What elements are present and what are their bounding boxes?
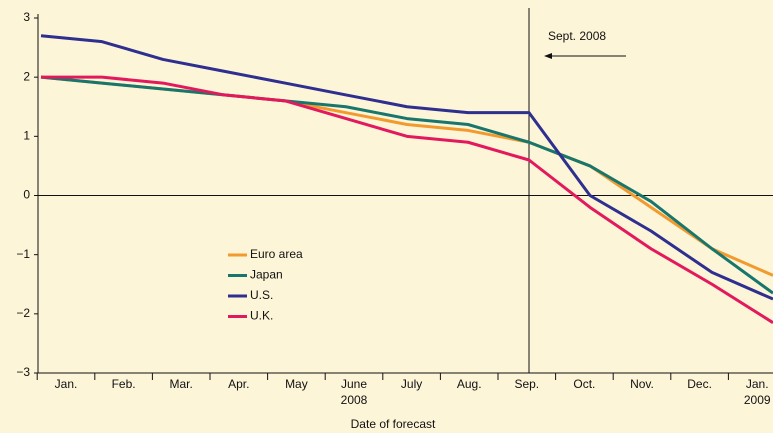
y-tick-label: 3 — [23, 10, 30, 24]
x-tick-label: Mar. — [170, 377, 193, 391]
y-tick-label: 1 — [23, 129, 30, 143]
legend-label: U.S. — [250, 288, 273, 302]
x-tick-label: May — [285, 377, 308, 391]
x-tick-label: Nov. — [630, 377, 654, 391]
legend-label: U.K. — [250, 309, 273, 323]
y-tick-label: 2 — [23, 69, 30, 83]
x-tick-label: Aug. — [457, 377, 482, 391]
x-tick-label: Jan. — [55, 377, 78, 391]
x-tick-label: June — [341, 377, 367, 391]
x-tick-label: Sep. — [514, 377, 539, 391]
arrow-head — [544, 53, 552, 59]
x-tick-label: Feb. — [112, 377, 136, 391]
y-tick-label: 0 — [23, 188, 30, 202]
x-tick-sublabel: 2008 — [341, 393, 368, 407]
y-tick-label: −1 — [16, 247, 30, 261]
legend-label: Euro area — [250, 247, 303, 261]
series-line — [40, 75, 773, 295]
series-line — [40, 34, 773, 301]
x-axis-label: Date of forecast — [351, 417, 436, 431]
x-tick-label: July — [401, 377, 422, 391]
annotation: Sept. 2008 — [548, 29, 606, 43]
y-tick-label: −3 — [16, 365, 30, 379]
y-tick-label: −2 — [16, 306, 30, 320]
x-tick-label: Dec. — [687, 377, 712, 391]
series-line — [41, 75, 773, 324]
x-tick-label: Jan. — [746, 377, 769, 391]
x-tick-label: Apr. — [228, 377, 249, 391]
x-tick-label: Oct. — [573, 377, 595, 391]
x-tick-sublabel: 2009 — [744, 393, 771, 407]
legend-label: Japan — [250, 268, 283, 282]
